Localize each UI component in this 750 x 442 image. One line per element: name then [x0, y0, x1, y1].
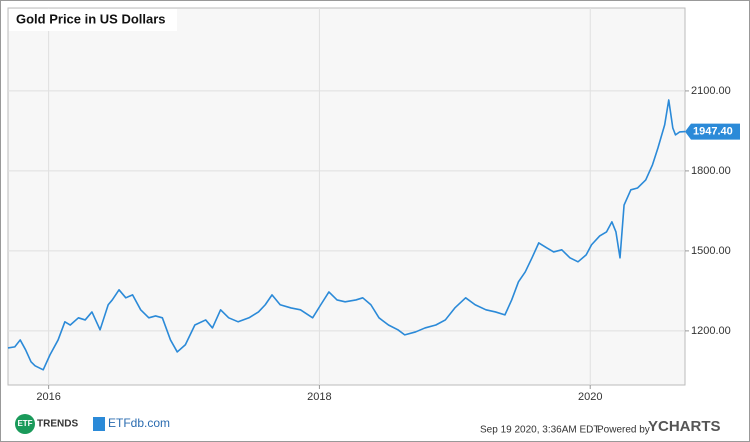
- powered-by: Powered by: [597, 425, 650, 436]
- chart-title: Gold Price in US Dollars: [16, 11, 166, 26]
- logo-badge: [15, 414, 35, 434]
- x-tick-label: 2018: [307, 391, 331, 403]
- price-line: [7, 99, 686, 371]
- y-tick-label: 1200.00: [691, 325, 731, 337]
- x-tick-label: 2016: [36, 391, 60, 403]
- x-tick-label: 2020: [578, 391, 602, 403]
- y-tick-label: 2100.00: [691, 85, 731, 97]
- logo-right: ETFdb.com: [108, 416, 170, 430]
- y-tick-label: 1500.00: [691, 245, 731, 257]
- last-value-label: 1947.40: [693, 126, 733, 138]
- brand: YCHARTS: [648, 418, 721, 435]
- title-box: [9, 9, 177, 31]
- plot-area: [7, 7, 686, 386]
- logo-left: TRENDS: [37, 419, 78, 430]
- logo-badge-text: ETF: [17, 419, 32, 428]
- timestamp: Sep 19 2020, 3:36AM EDT.: [480, 425, 601, 436]
- y-tick-label: 1800.00: [691, 165, 731, 177]
- logo-right-icon: [93, 417, 105, 431]
- last-value-tag: [685, 123, 740, 140]
- grid: [8, 8, 685, 385]
